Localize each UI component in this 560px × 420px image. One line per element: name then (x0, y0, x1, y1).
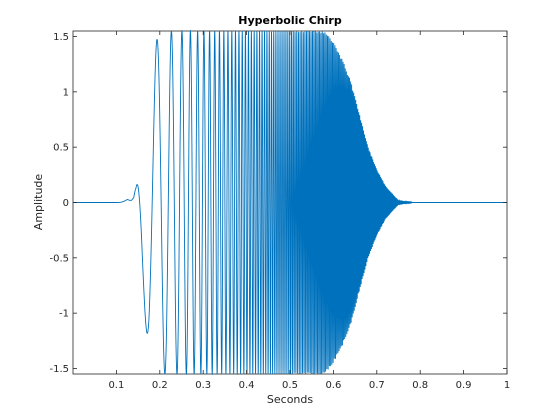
x-tick-label: 0.2 (152, 380, 168, 391)
y-tick-label: 0.5 (53, 143, 69, 154)
y-tick-label: 1.5 (53, 32, 69, 43)
x-axis-label: Seconds (267, 393, 313, 406)
x-tick-label: 0.9 (456, 380, 472, 391)
y-ticks: -1.5 -1 -0.5 0 0.5 1 1.5 (49, 32, 507, 375)
y-tick-label: -1 (59, 309, 69, 320)
x-tick-label: 0.6 (325, 380, 341, 391)
x-tick-label: 0.8 (412, 380, 428, 391)
x-tick-label: 1 (504, 380, 510, 391)
y-tick-label: -1.5 (49, 364, 69, 375)
x-tick-label: 0.3 (195, 380, 211, 391)
x-tick-label: 0.1 (108, 380, 124, 391)
y-axis-label: Amplitude (32, 174, 45, 231)
x-ticks: 0.1 0.2 0.3 0.4 0.5 0.6 0.7 0.8 0.9 1 (108, 31, 510, 391)
y-tick-label: 1 (63, 87, 69, 98)
chart-title: Hyperbolic Chirp (238, 14, 342, 27)
y-tick-label: 0 (63, 198, 69, 209)
x-tick-label: 0.5 (282, 380, 298, 391)
chirp-series-line (73, 29, 507, 376)
curve-group (73, 29, 507, 376)
x-tick-label: 0.7 (369, 380, 385, 391)
y-tick-label: -0.5 (49, 253, 69, 264)
x-tick-label: 0.4 (239, 380, 255, 391)
